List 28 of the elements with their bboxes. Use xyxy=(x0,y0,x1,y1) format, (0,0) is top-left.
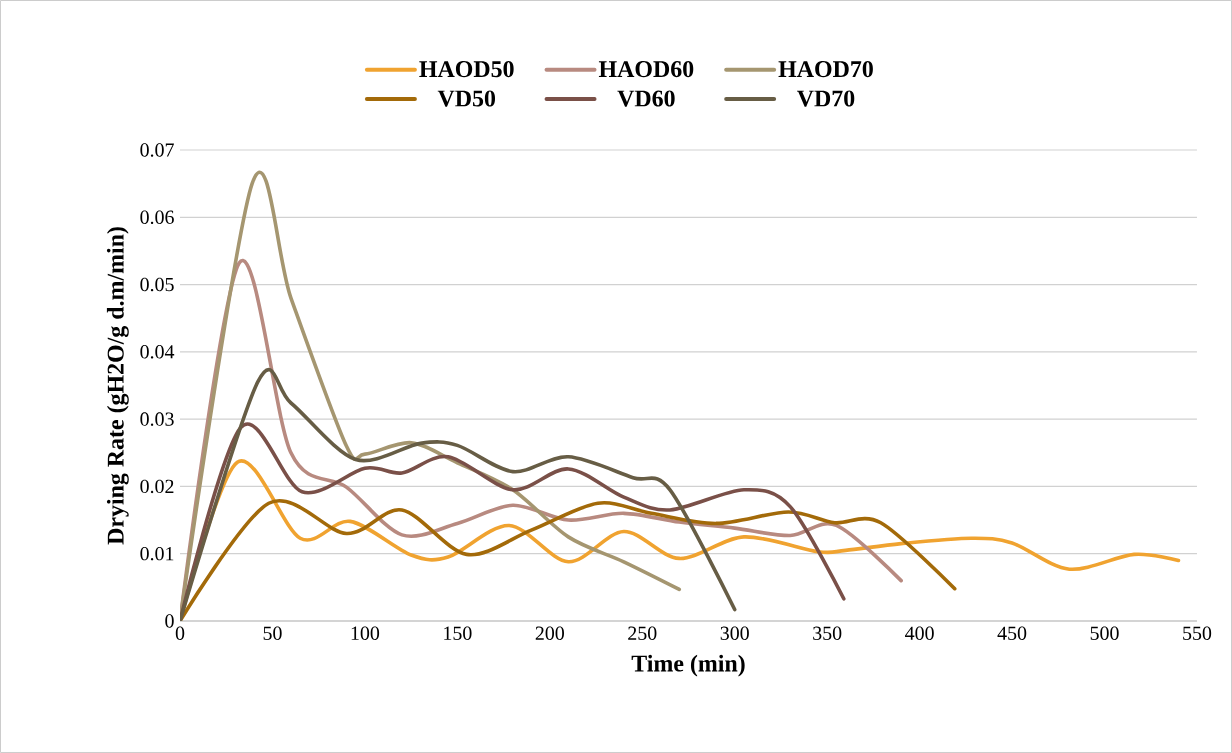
y-tick-label: 0.05 xyxy=(140,277,174,292)
x-tick-label: 400 xyxy=(905,626,934,640)
y-tick-label: 0.03 xyxy=(140,412,174,426)
x-tick-label: 0 xyxy=(175,626,185,640)
y-tick-label: 0.01 xyxy=(140,546,174,561)
x-tick-label: 50 xyxy=(263,626,282,640)
x-tick-label: 250 xyxy=(628,626,657,640)
x-tick-label: 100 xyxy=(351,626,380,640)
y-tick-label: 0.02 xyxy=(140,479,174,494)
legend-label: VD70 xyxy=(797,90,855,107)
x-tick-label: 150 xyxy=(444,626,472,640)
x-tick-label: 300 xyxy=(720,626,749,640)
y-tick-label: 0.06 xyxy=(140,210,174,225)
y-axis-title: Drying Rate (gH2O/g d.m/min) xyxy=(106,227,129,545)
y-tick-label: 0.07 xyxy=(140,143,174,157)
legend-label: HAOD60 xyxy=(598,61,694,78)
x-tick-label: 550 xyxy=(1183,626,1212,640)
x-tick-label: 350 xyxy=(813,626,842,640)
x-tick-label: 200 xyxy=(535,626,564,640)
legend-label: HAOD50 xyxy=(419,61,514,78)
legend-label: VD50 xyxy=(437,90,496,107)
y-tick-label: 0.04 xyxy=(140,345,175,359)
legend-label: VD60 xyxy=(617,90,675,107)
y-tick-label: 0 xyxy=(165,614,174,628)
x-tick-label: 500 xyxy=(1090,626,1119,640)
x-axis-title: Time (min) xyxy=(631,654,745,677)
legend-label: HAOD70 xyxy=(778,61,873,78)
x-tick-label: 450 xyxy=(997,626,1027,640)
